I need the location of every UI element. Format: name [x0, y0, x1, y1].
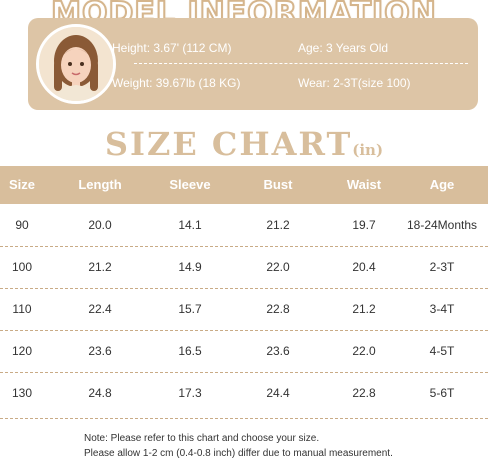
- cell-bust: 22.0: [266, 260, 290, 274]
- row-divider: [0, 288, 488, 289]
- child-portrait-icon: [36, 24, 116, 104]
- cell-sleeve: 14.9: [178, 260, 202, 274]
- cell-age: 4-5T: [429, 344, 455, 358]
- row-divider: [0, 372, 488, 373]
- header-bust: Bust: [263, 177, 293, 192]
- model-weight: Weight: 39.67lb (18 KG): [112, 76, 241, 90]
- cell-size: 120: [11, 344, 33, 358]
- header-waist: Waist: [346, 177, 382, 192]
- cell-size: 90: [15, 218, 29, 232]
- model-info-panel: Height: 3.67' (112 CM) Age: 3 Years Old …: [28, 18, 478, 110]
- size-chart-title: SIZE CHART(in): [0, 125, 488, 163]
- cell-sleeve: 14.1: [178, 218, 202, 232]
- model-wear: Wear: 2-3T(size 100): [298, 76, 411, 90]
- cell-age: 2-3T: [429, 260, 455, 274]
- cell-bust: 23.6: [266, 344, 290, 358]
- cell-length: 21.2: [88, 260, 112, 274]
- table-row: 100 21.2 14.9 22.0 20.4 2-3T: [0, 246, 488, 288]
- row-divider: [0, 330, 488, 331]
- note-line-2: Please allow 1-2 cm (0.4-0.8 inch) diffe…: [84, 448, 393, 459]
- table-row: 90 20.0 14.1 21.2 19.7 18-24Months: [0, 204, 488, 246]
- cell-waist: 22.0: [352, 344, 376, 358]
- table-row: 130 24.8 17.3 24.4 22.8 5-6T: [0, 372, 488, 414]
- row-divider: [0, 246, 488, 247]
- cell-sleeve: 17.3: [178, 386, 202, 400]
- cell-waist: 19.7: [352, 218, 376, 232]
- size-chart-unit: (in): [352, 141, 384, 159]
- cell-waist: 22.8: [352, 386, 376, 400]
- cell-age: 5-6T: [429, 386, 455, 400]
- header-sleeve: Sleeve: [169, 177, 211, 192]
- size-chart-header: Size Length Sleeve Bust Waist Age: [0, 166, 488, 204]
- size-chart-title-text: SIZE CHART: [104, 125, 353, 163]
- cell-size: 100: [11, 260, 33, 274]
- cell-waist: 20.4: [352, 260, 376, 274]
- cell-age: 18-24Months: [406, 218, 478, 232]
- header-size: Size: [8, 177, 35, 192]
- cell-age: 3-4T: [429, 302, 455, 316]
- cell-size: 130: [11, 386, 33, 400]
- row-divider: [0, 418, 488, 419]
- cell-bust: 24.4: [266, 386, 290, 400]
- table-row: 110 22.4 15.7 22.8 21.2 3-4T: [0, 288, 488, 330]
- cell-length: 20.0: [88, 218, 112, 232]
- header-age: Age: [429, 177, 455, 192]
- cell-sleeve: 15.7: [178, 302, 202, 316]
- cell-size: 110: [12, 302, 32, 316]
- cell-bust: 22.8: [266, 302, 290, 316]
- cell-length: 24.8: [88, 386, 112, 400]
- cell-sleeve: 16.5: [178, 344, 202, 358]
- note-line-1: Note: Please refer to this chart and cho…: [84, 433, 320, 444]
- cell-waist: 21.2: [352, 302, 376, 316]
- info-divider: [134, 63, 468, 64]
- cell-bust: 21.2: [266, 218, 290, 232]
- table-row: 120 23.6 16.5 23.6 22.0 4-5T: [0, 330, 488, 372]
- model-height: Height: 3.67' (112 CM): [112, 41, 232, 55]
- header-length: Length: [78, 177, 122, 192]
- model-age: Age: 3 Years Old: [298, 41, 389, 55]
- cell-length: 23.6: [88, 344, 112, 358]
- cell-length: 22.4: [88, 302, 112, 316]
